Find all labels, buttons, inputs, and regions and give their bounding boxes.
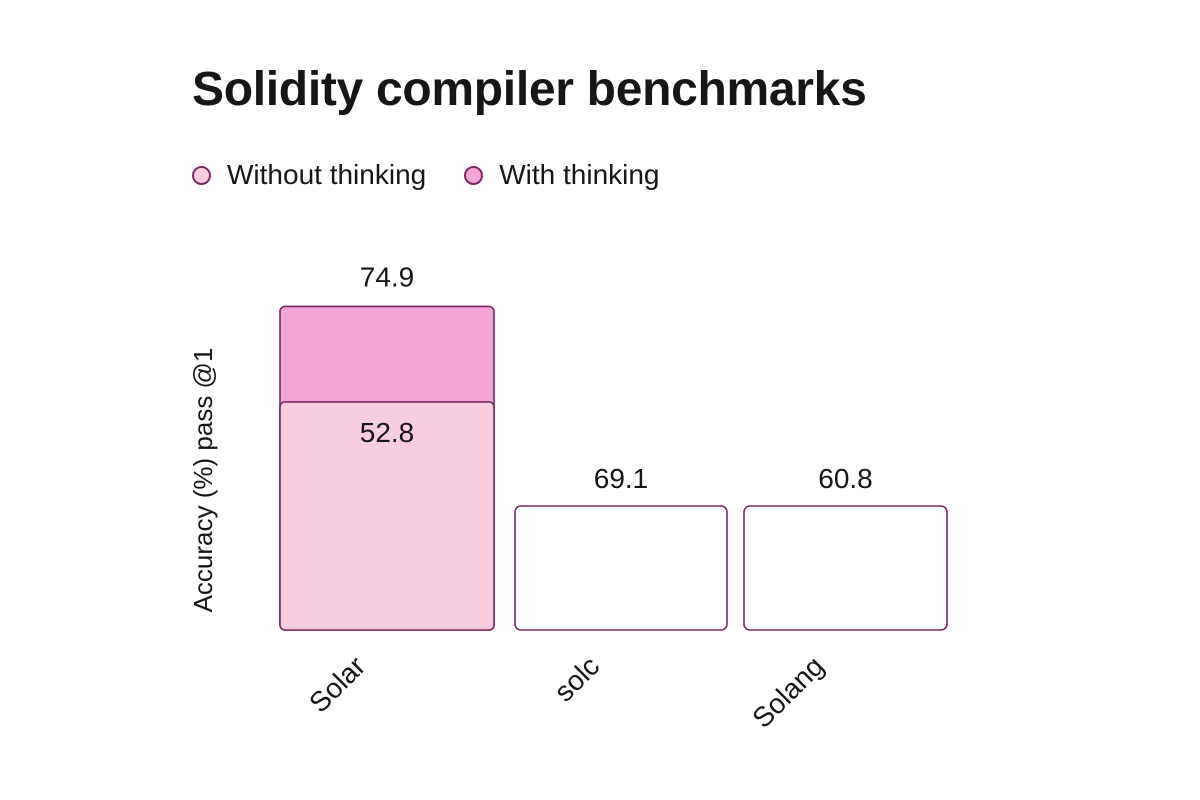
- bar-solar-without-thinking: [279, 401, 495, 631]
- value-label-solar-with-thinking: 74.9: [360, 261, 415, 292]
- legend-label-with-thinking: With thinking: [499, 159, 660, 190]
- y-axis-label: Accuracy (%) pass @1: [188, 348, 218, 613]
- legend-swatch-with-thinking: [464, 165, 484, 185]
- legend-label-without-thinking: Without thinking: [227, 159, 427, 190]
- value-label-solar-without-thinking: 52.8: [360, 417, 415, 448]
- legend-swatch-without-thinking: [192, 165, 211, 185]
- legend: Without thinking With thinking: [192, 158, 698, 192]
- chart-title: Solidity compiler benchmarks: [192, 63, 867, 116]
- value-labels-group: 74.9 52.8 69.1 60.8: [360, 261, 873, 494]
- value-label-solc-with-thinking: 69.1: [594, 463, 649, 494]
- value-label-solang-with-thinking: 60.8: [818, 463, 873, 494]
- bars-group: [279, 305, 948, 631]
- bar-solang-with-thinking: [743, 505, 948, 631]
- legend-item-with-thinking: With thinking: [464, 158, 660, 192]
- x-tick-label-solc: solc: [548, 650, 605, 707]
- x-tick-labels-group: Solar solc Solang: [303, 650, 830, 734]
- x-tick-label-solar: Solar: [303, 650, 371, 718]
- x-tick-label-solang: Solang: [746, 650, 830, 734]
- bar-solc-with-thinking: [514, 505, 728, 631]
- legend-item-without-thinking: Without thinking: [192, 158, 426, 192]
